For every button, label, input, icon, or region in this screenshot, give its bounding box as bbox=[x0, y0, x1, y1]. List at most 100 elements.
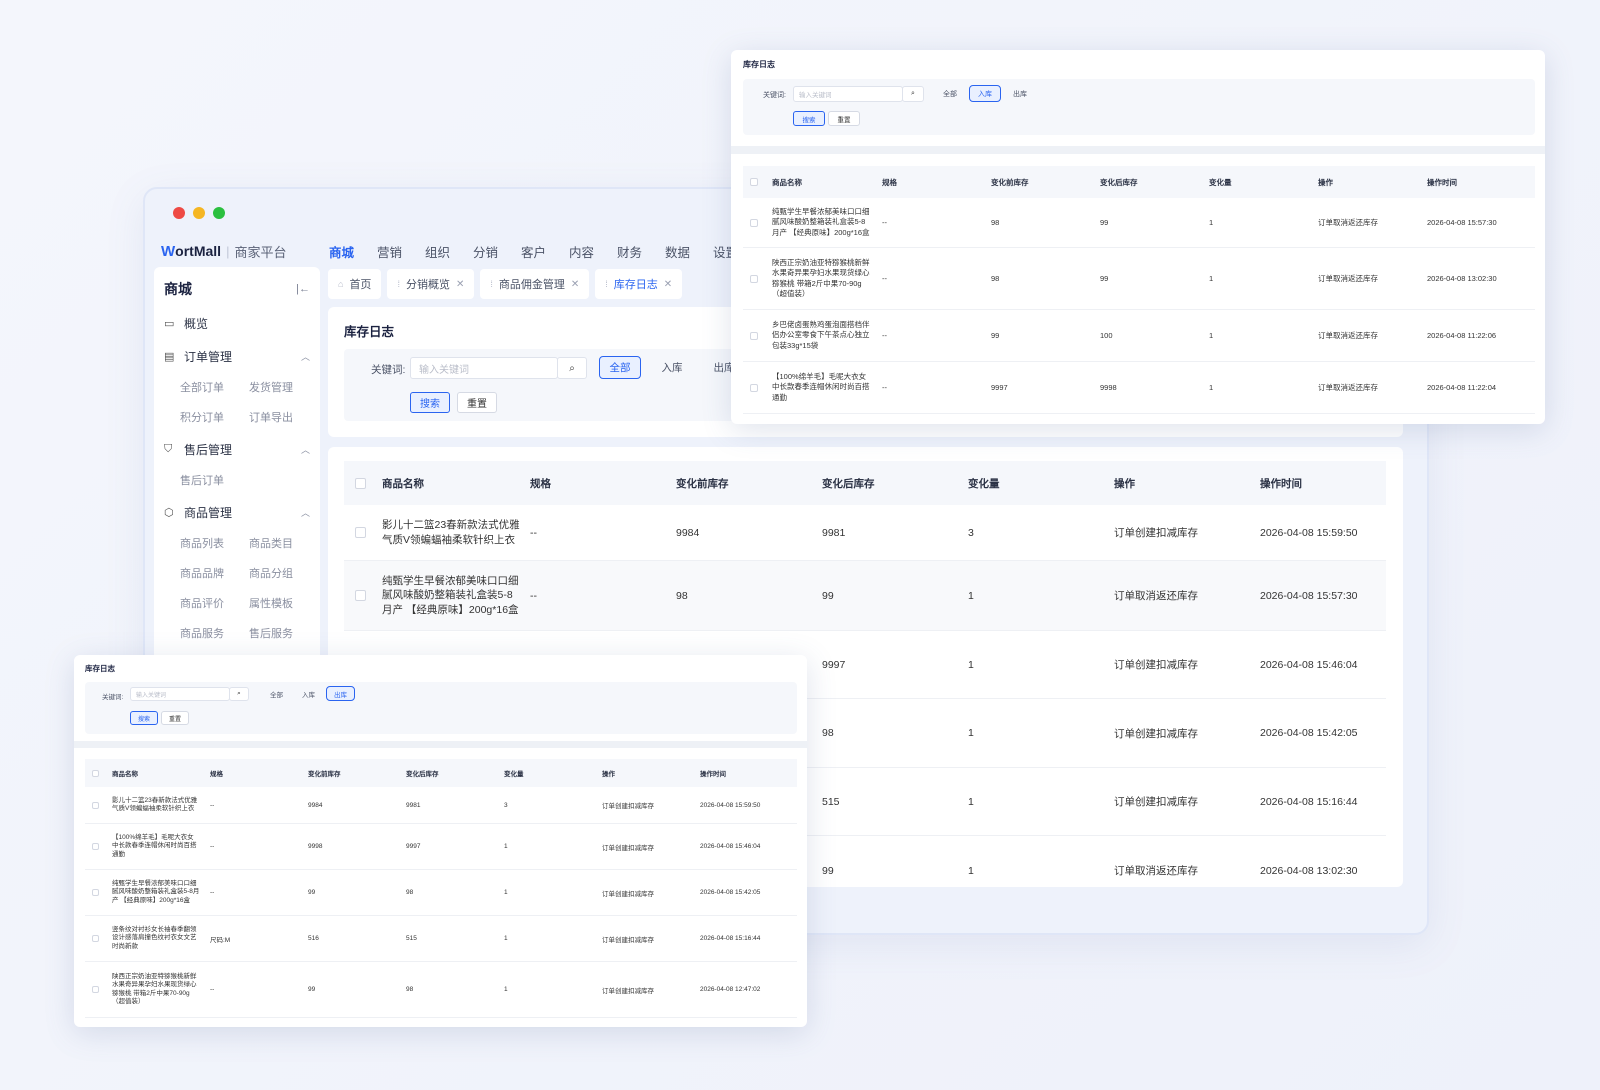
table-row[interactable]: 乡巴佬卤蛋熟鸡蛋泡面搭档伴侣办公室零食下午茶点心独立包装33g*15袋 -- 99 1… bbox=[743, 310, 1535, 362]
row-checkbox[interactable] bbox=[355, 527, 366, 538]
reset-button[interactable]: 重置 bbox=[457, 392, 497, 413]
table-row[interactable]: 9997 1 订单创建扣减库存 2026-04-08 15:46:04 bbox=[344, 631, 1386, 699]
row-checkbox[interactable] bbox=[92, 843, 99, 850]
reset-button[interactable]: 重置 bbox=[828, 111, 860, 126]
sidebar-group-0[interactable]: ▤ 订单管理 ︿ bbox=[154, 340, 320, 373]
keyword-placeholder: 输入关键词 bbox=[136, 692, 167, 699]
row-checkbox[interactable] bbox=[92, 889, 99, 896]
sidebar-group-1[interactable]: ⛉ 售后管理 ︿ bbox=[154, 433, 320, 466]
search-button[interactable]: 搜索 bbox=[793, 111, 825, 126]
sidebar-item-overview[interactable]: ▭ 概览 bbox=[154, 307, 320, 340]
table-row[interactable]: 竖条纹对衬衫女长袖春季翻领设计感落肩撞色纹衬衣女文艺时尚新款 尺码:M 516 515… bbox=[85, 916, 797, 962]
filter-0[interactable]: 全部 bbox=[943, 90, 957, 98]
filter-box: 关键词: 输入关键词 ⌕ 全部 入库 出库 搜索 重置 bbox=[85, 682, 797, 734]
nav-item-6[interactable]: 财务 bbox=[617, 245, 643, 260]
cell-after: 98 bbox=[822, 727, 834, 739]
sidebar-subitem[interactable]: 商品类目 bbox=[249, 538, 293, 550]
collapse-sidebar-icon[interactable]: |← bbox=[296, 283, 310, 295]
search-icon-button[interactable]: ⌕ bbox=[557, 357, 587, 379]
sidebar-subitem[interactable]: 商品品牌 bbox=[180, 568, 224, 580]
nav-item-2[interactable]: 组织 bbox=[425, 245, 451, 260]
logo[interactable]: W ortMall | 商家平台 bbox=[161, 242, 311, 261]
sidebar-subitem[interactable]: 订单导出 bbox=[249, 412, 293, 424]
window-controls bbox=[173, 207, 225, 219]
row-checkbox[interactable] bbox=[92, 986, 99, 993]
keyword-input[interactable]: 输入关键词 bbox=[793, 86, 903, 102]
sidebar-subitem[interactable]: 属性模板 bbox=[249, 598, 293, 610]
table-row[interactable]: 纯甄学生早餐浓郁美味口口细腻风味酸奶整箱装礼盒装5-8月产 【经典原味】200g… bbox=[743, 198, 1535, 248]
sidebar-subitem[interactable]: 商品分组 bbox=[249, 568, 293, 580]
table-row[interactable]: 陕西正宗奶油亚特猕猴桃新鲜水果奇异果孕妇水果现货绿心猕猴桃 带箱2斤中果70-9… bbox=[85, 962, 797, 1018]
cell-name: 竖条纹对衬衫女长袖春季翻领设计感落肩撞色纹衬衣女文艺时尚新款 bbox=[112, 925, 197, 950]
table-row[interactable]: 【100%绵羊毛】毛呢大衣女中长款春季连帽休闲时尚百搭通勤 -- 9997 9998 1… bbox=[743, 362, 1535, 414]
row-checkbox[interactable] bbox=[92, 801, 99, 809]
filter-0[interactable]: 全部 bbox=[599, 356, 641, 379]
close-window-button[interactable] bbox=[173, 207, 185, 219]
sidebar-subitem[interactable]: 商品评价 bbox=[180, 598, 224, 610]
maximize-window-button[interactable] bbox=[213, 207, 225, 219]
keyword-input[interactable]: 输入关键词 bbox=[410, 357, 558, 379]
nav-item-3[interactable]: 分销 bbox=[473, 245, 499, 260]
row-checkbox[interactable] bbox=[750, 274, 758, 283]
nav-item-1[interactable]: 营销 bbox=[377, 245, 403, 260]
filter-1[interactable]: 入库 bbox=[969, 85, 1001, 102]
chevron-up-icon[interactable]: ︿ bbox=[300, 508, 310, 518]
reset-button[interactable]: 重置 bbox=[161, 711, 189, 725]
nav-item-5[interactable]: 内容 bbox=[569, 245, 595, 260]
table-row[interactable]: 影儿十二篮23春新款法式优雅气质V领蝙蝠袖柔软针织上衣 -- 9984 9981 3 订单… bbox=[344, 505, 1386, 561]
row-checkbox[interactable] bbox=[750, 331, 758, 340]
filter-0[interactable]: 全部 bbox=[270, 691, 283, 699]
table-row[interactable]: 纯甄学生早餐浓郁美味口口细腻风味酸奶整箱装礼盒装5-8月产 【经典原味】200g… bbox=[85, 870, 797, 916]
filter-2[interactable]: 出库 bbox=[326, 686, 355, 701]
minimize-window-button[interactable] bbox=[193, 207, 205, 219]
cell-name: 影儿十二篮23春新款法式优雅气质V领蝙蝠袖柔软针织上衣 bbox=[112, 796, 198, 812]
row-checkbox[interactable] bbox=[750, 383, 758, 392]
drag-handle-icon[interactable]: ⁞ bbox=[397, 279, 400, 289]
filter-1[interactable]: 入库 bbox=[302, 691, 315, 699]
sidebar-group-2[interactable]: ⬡ 商品管理 ︿ bbox=[154, 496, 320, 529]
nav-item-7[interactable]: 数据 bbox=[665, 245, 691, 260]
filter-2[interactable]: 出库 bbox=[713, 362, 735, 374]
column-header: 商品名称 bbox=[112, 771, 138, 778]
tab-1[interactable]: ⁞ 分销概览 ✕ bbox=[387, 269, 475, 299]
filter-2[interactable]: 出库 bbox=[1013, 90, 1027, 98]
keyword-input[interactable]: 输入关键词 bbox=[130, 687, 230, 701]
search-icon-button[interactable]: ⌕ bbox=[902, 86, 924, 102]
search-icon-button[interactable]: ⌕ bbox=[229, 687, 249, 701]
tab-0[interactable]: ⌂ 首页 bbox=[328, 269, 382, 299]
cell-op: 订单创建扣减库存 bbox=[1114, 727, 1198, 740]
table-row[interactable]: 98 1 订单创建扣减库存 2026-04-08 15:42:05 bbox=[344, 699, 1386, 768]
drag-handle-icon[interactable]: ⁞ bbox=[490, 279, 493, 289]
table-row[interactable]: 影儿十二篮23春新款法式优雅气质V领蝙蝠袖柔软针织上衣 -- 9984 9981 3 订单… bbox=[85, 787, 797, 824]
cell-spec: -- bbox=[210, 801, 215, 809]
sidebar-subitem[interactable]: 商品服务 bbox=[180, 628, 224, 640]
row-checkbox[interactable] bbox=[355, 590, 366, 601]
table-row[interactable]: 纯甄学生早餐浓郁美味口口细腻风味酸奶整箱装礼盒装5-8月产 【经典原味】200g… bbox=[344, 561, 1386, 631]
sidebar-subitem[interactable]: 商品列表 bbox=[180, 538, 224, 550]
sidebar-subitem[interactable]: 全部订单 bbox=[180, 382, 224, 394]
close-tab-icon[interactable]: ✕ bbox=[570, 278, 580, 290]
close-tab-icon[interactable]: ✕ bbox=[663, 278, 673, 290]
nav-item-4[interactable]: 客户 bbox=[521, 245, 547, 260]
table-row[interactable]: 陕西正宗奶油亚特猕猴桃新鲜水果奇异果孕妇水果现货绿心猕猴桃 带箱2斤中果70-9… bbox=[743, 248, 1535, 310]
row-checkbox[interactable] bbox=[750, 218, 758, 227]
tab-3[interactable]: ⁞ 库存日志 ✕ bbox=[595, 269, 683, 299]
sidebar-subitem[interactable]: 发货管理 bbox=[249, 382, 293, 394]
table-row[interactable]: 【100%绵羊毛】毛呢大衣女中长款春季连帽休闲时尚百搭通勤 -- 9998 9997 1… bbox=[85, 824, 797, 870]
chevron-up-icon[interactable]: ︿ bbox=[300, 445, 310, 455]
sidebar-subitem[interactable]: 售后订单 bbox=[180, 475, 224, 487]
tab-2[interactable]: ⁞ 商品佣金管理 ✕ bbox=[480, 269, 590, 299]
search-button[interactable]: 搜索 bbox=[130, 711, 158, 725]
nav-item-0[interactable]: 商城 bbox=[329, 245, 355, 260]
filter-1[interactable]: 入库 bbox=[661, 362, 683, 374]
select-all-checkbox[interactable] bbox=[355, 477, 366, 489]
select-all-checkbox[interactable] bbox=[92, 769, 99, 777]
sidebar-subitem[interactable]: 积分订单 bbox=[180, 412, 224, 424]
close-tab-icon[interactable]: ✕ bbox=[455, 278, 465, 290]
row-checkbox[interactable] bbox=[92, 935, 99, 942]
search-button[interactable]: 搜索 bbox=[410, 392, 450, 413]
sidebar-subitem[interactable]: 售后服务 bbox=[249, 628, 293, 640]
select-all-checkbox[interactable] bbox=[750, 178, 758, 186]
chevron-up-icon[interactable]: ︿ bbox=[300, 352, 310, 362]
drag-handle-icon[interactable]: ⁞ bbox=[605, 279, 608, 289]
